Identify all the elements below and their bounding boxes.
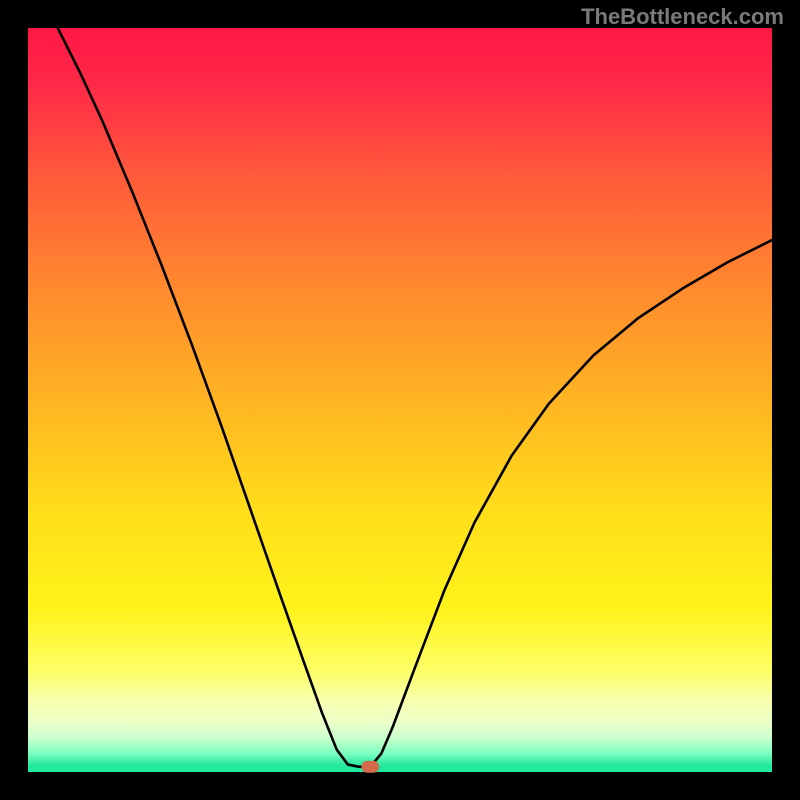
- watermark-text: TheBottleneck.com: [581, 4, 784, 30]
- plot-background: [28, 28, 772, 772]
- optimum-marker: [361, 761, 379, 773]
- bottleneck-chart: [0, 0, 800, 800]
- chart-container: TheBottleneck.com: [0, 0, 800, 800]
